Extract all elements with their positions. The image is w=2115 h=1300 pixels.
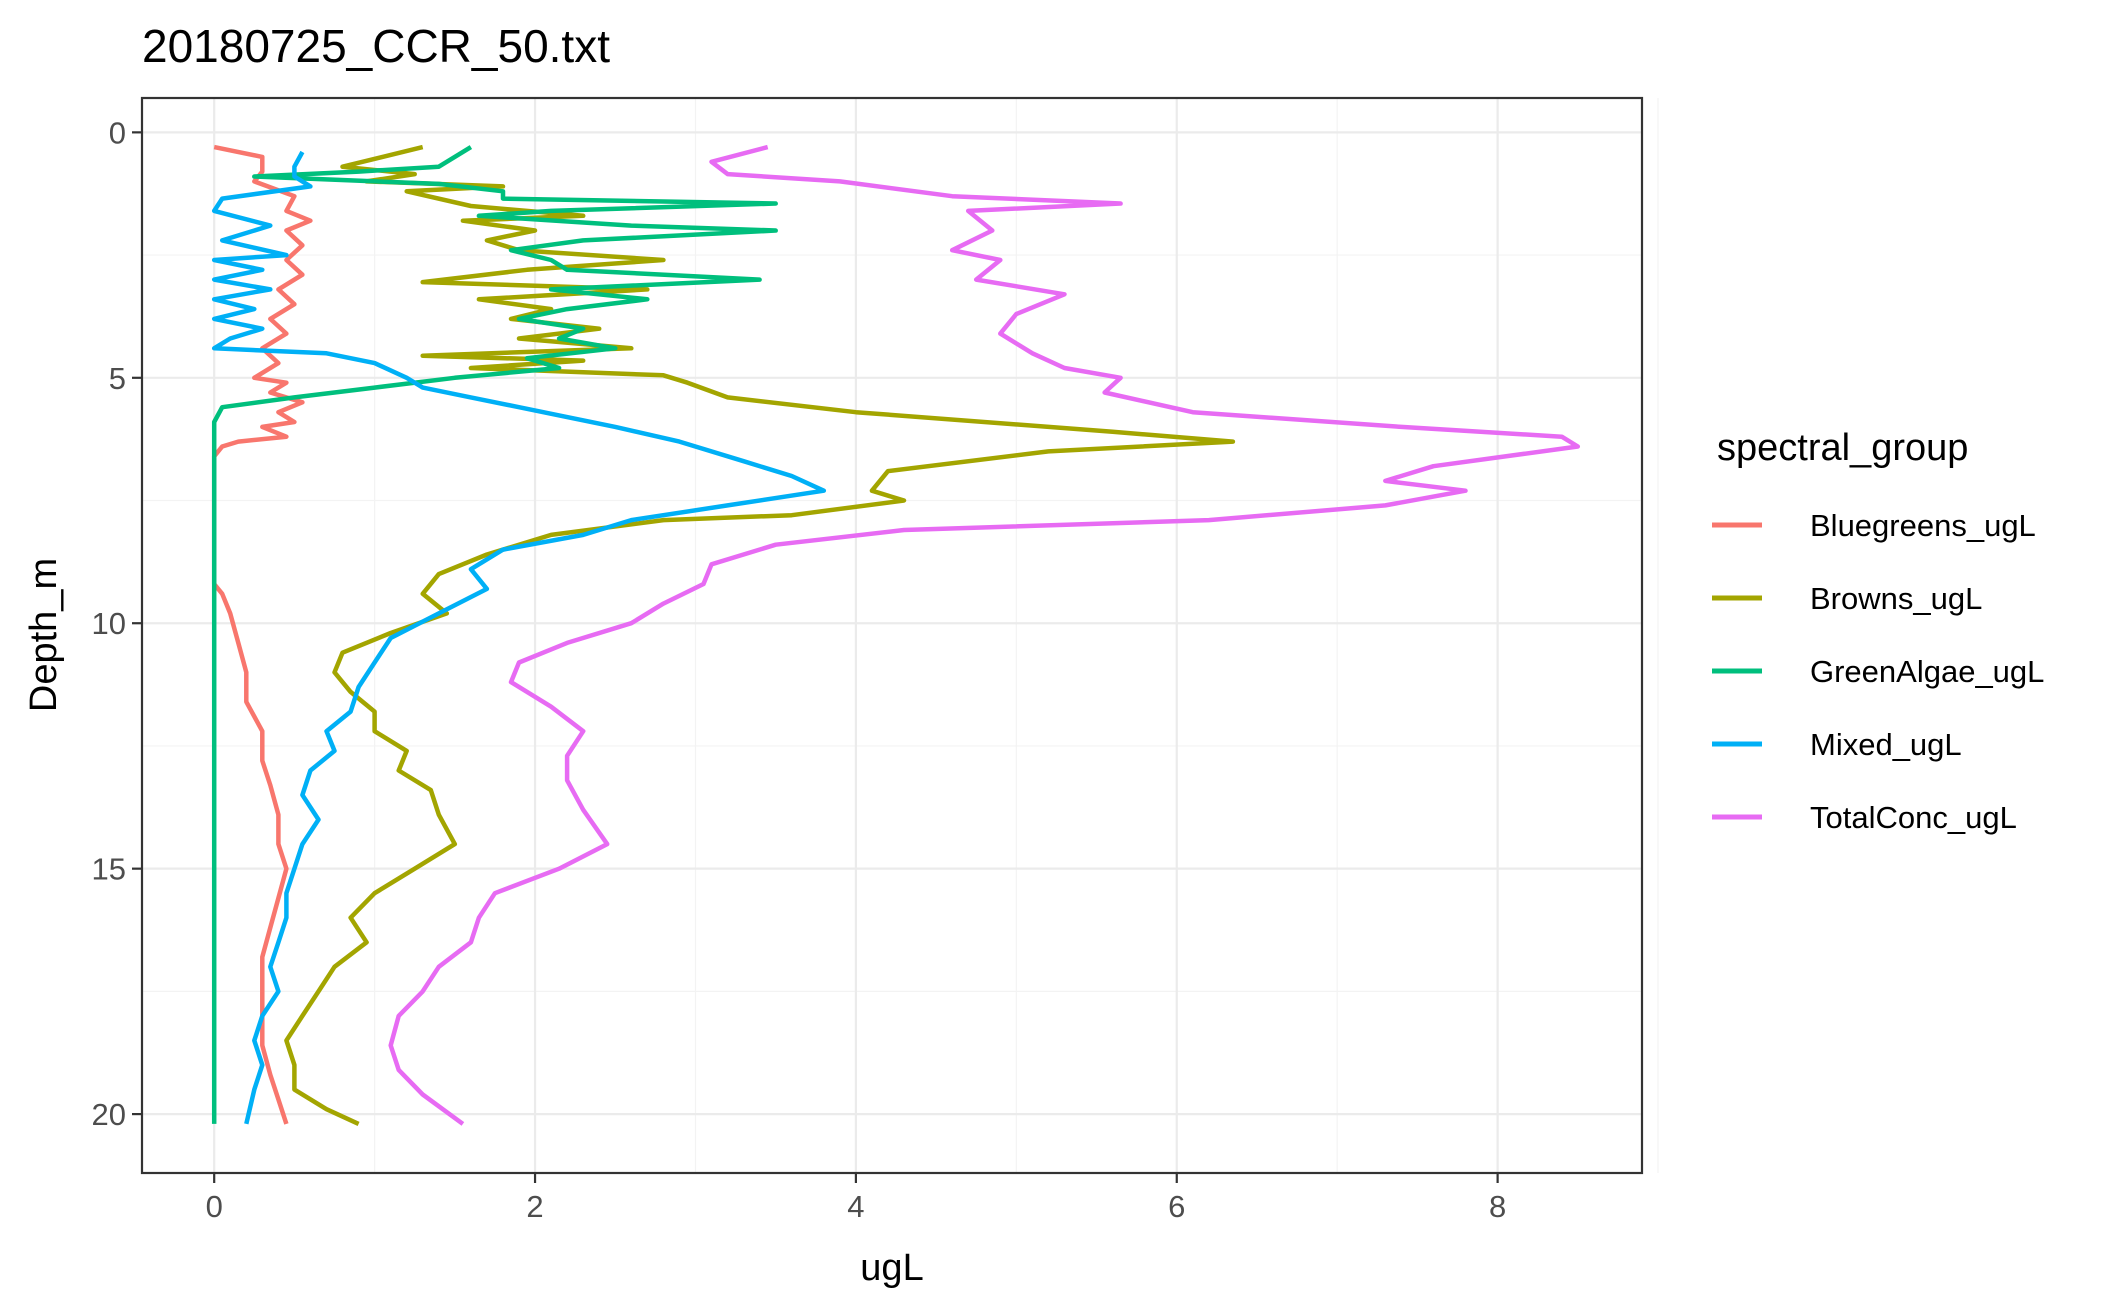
y-tick-label: 20	[92, 1097, 126, 1132]
series-line-totalconc-ugl	[388, 144, 1581, 1126]
series-line-browns-ugl	[284, 144, 1236, 1126]
x-axis: 0 2 4 6 8	[206, 1173, 1506, 1224]
panel-border	[140, 96, 1644, 1175]
legend-label-greenalgae-ugl: GreenAlgae_ugL	[1810, 654, 2044, 689]
x-tick-label: 4	[847, 1189, 864, 1224]
y-tick-label: 15	[92, 852, 126, 887]
legend-label-mixed-ugl: Mixed_ugL	[1810, 727, 1962, 762]
y-axis: 0 5 10 15 20	[92, 115, 142, 1132]
legend-title: spectral_group	[1717, 427, 1968, 469]
y-tick-label: 5	[109, 361, 126, 396]
panel-background	[142, 98, 1642, 1173]
legend-label-bluegreens-ugl: Bluegreens_ugL	[1810, 508, 2036, 543]
x-tick-label: 2	[526, 1189, 543, 1224]
legend-label-browns-ugl: Browns_ugL	[1810, 581, 1982, 616]
plot-panel	[140, 96, 1659, 1175]
series-line-bluegreens-ugl	[211, 144, 313, 1125]
chart-title: 20180725_CCR_50.txt	[142, 20, 610, 72]
x-tick-label: 6	[1168, 1189, 1185, 1224]
series-line-mixed-ugl	[211, 150, 827, 1125]
x-axis-title: ugL	[860, 1247, 923, 1289]
y-axis-title: Depth_m	[23, 558, 65, 712]
legend: spectral_group Bluegreens_ugL Browns_ugL G…	[1712, 427, 2044, 835]
series-line-greenalgae-ugl	[211, 145, 778, 1124]
x-tick-label: 0	[206, 1189, 223, 1224]
series-layer	[211, 144, 1581, 1126]
legend-label-totalconc-ugl: TotalConc_ugL	[1810, 800, 2017, 835]
y-tick-label: 0	[109, 115, 126, 150]
legend-items: Bluegreens_ugL Browns_ugL GreenAlgae_ugL Mi…	[1712, 508, 2044, 835]
y-tick-label: 10	[92, 606, 126, 641]
x-tick-label: 8	[1489, 1189, 1506, 1224]
